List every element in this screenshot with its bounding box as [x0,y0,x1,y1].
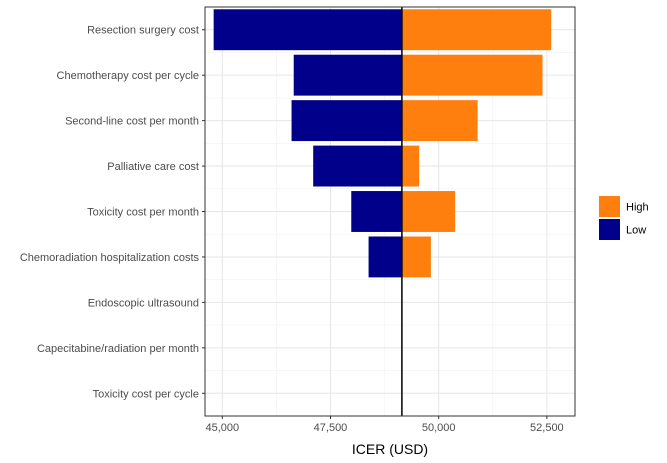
legend-label-high: High [626,202,649,214]
bar-low [213,9,402,51]
y-tick-label: Capecitabine/radiation per month [37,343,199,355]
bar-low [291,100,402,142]
x-axis-title: ICER (USD) [352,441,428,457]
legend: High Low [599,196,649,240]
bar-low [351,191,402,232]
y-tick-label: Chemoradiation hospitalization costs [20,252,200,264]
x-tick-label: 50,000 [422,422,456,434]
legend-key-low [599,219,620,240]
x-tick-label: 47,500 [314,422,348,434]
y-tick-label: Toxicity cost per cycle [93,388,199,400]
y-tick-label: Palliative care cost [107,161,199,173]
x-tick-label: 45,000 [205,422,239,434]
bar-low [293,54,402,96]
legend-key-high [599,196,620,217]
bar-low [313,145,402,187]
y-tick-label: Resection surgery cost [87,25,199,37]
bar-high [401,191,456,232]
bar-high [401,145,420,187]
y-tick-label: Second-line cost per month [65,116,199,128]
bar-high [401,54,543,96]
x-axis: 45,000 47,500 50,000 52,500 [205,416,564,434]
y-tick-label: Endoscopic ultrasound [88,297,199,309]
bars [213,9,552,278]
legend-label-low: Low [626,225,646,237]
y-tick-label: Toxicity cost per month [87,207,199,219]
bar-high [401,9,552,51]
x-tick-label: 52,500 [530,422,564,434]
y-tick-label: Chemotherapy cost per cycle [57,70,199,82]
y-axis: Resection surgery cost Chemotherapy cost … [20,25,205,400]
bar-high [401,236,431,278]
bar-low [368,236,402,278]
bar-high [401,100,478,142]
